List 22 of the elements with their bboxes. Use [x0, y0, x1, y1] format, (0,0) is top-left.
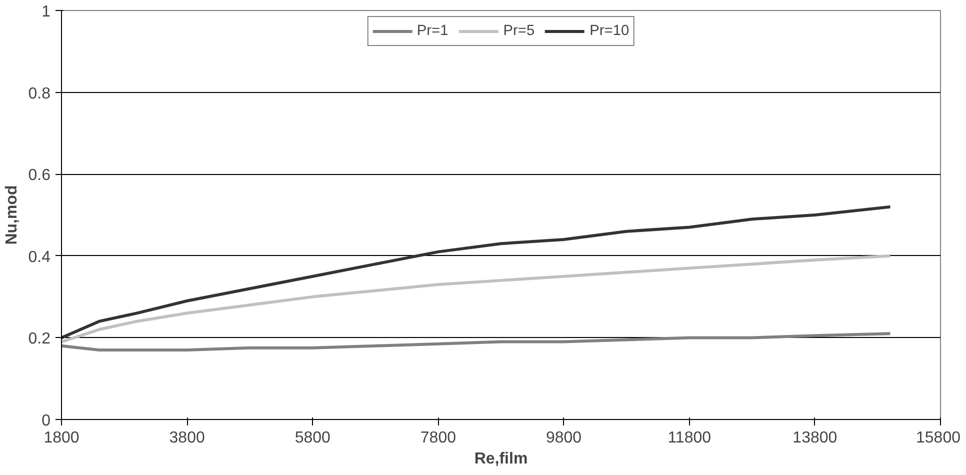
x-tick-label: 13800 [792, 430, 838, 446]
x-tick-label: 9800 [546, 430, 582, 446]
x-tick-label: 1800 [44, 430, 80, 446]
y-tick-label: 0.8 [28, 85, 51, 102]
x-axis-title: Re,film [474, 450, 528, 468]
x-tick-label: 15800 [916, 430, 961, 446]
y-tick-label: 0.4 [28, 248, 51, 266]
y-tick-label: 0 [42, 412, 51, 430]
line-series [62, 332, 892, 352]
line-series [62, 205, 892, 340]
y-tick-label: 1 [42, 4, 51, 20]
legend-label: Pr=1 [416, 23, 448, 39]
y-tick-label: 0.6 [28, 167, 51, 184]
line-series [62, 254, 892, 344]
legend-label: Pr=10 [590, 23, 630, 39]
y-axis-title: Nu,mod [3, 185, 20, 245]
x-tick-label: 5800 [294, 430, 331, 446]
x-tick-label: 7800 [420, 430, 456, 446]
y-tick-label: 0.2 [28, 330, 51, 348]
legend-label: Pr=5 [503, 23, 535, 39]
x-tick-label: 3800 [169, 430, 205, 446]
x-tick-label: 11800 [668, 430, 712, 446]
